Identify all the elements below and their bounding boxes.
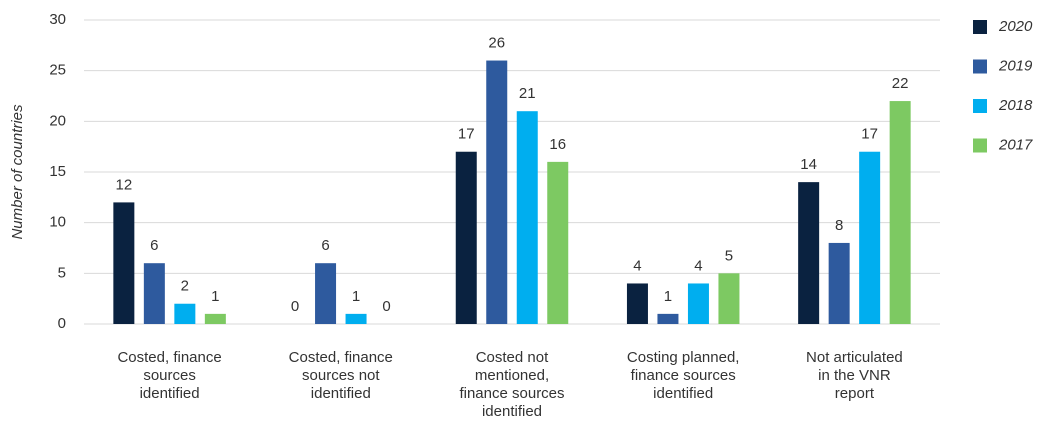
legend-label: 2018 <box>998 97 1033 114</box>
y-tick-label: 0 <box>58 315 66 332</box>
legend-label: 2017 <box>998 136 1033 153</box>
bar <box>798 182 820 324</box>
y-tick-label: 5 <box>58 264 66 281</box>
x-tick-label: identified <box>311 385 371 402</box>
value-label: 0 <box>291 298 299 315</box>
legend-label: 2019 <box>998 57 1033 74</box>
value-label: 16 <box>549 136 566 153</box>
legend-swatch <box>973 59 987 74</box>
bar <box>204 313 226 324</box>
value-label: 12 <box>116 176 133 193</box>
value-label: 4 <box>633 257 641 274</box>
legend-swatch <box>973 138 987 153</box>
x-tick-label: Not articulated <box>806 349 903 366</box>
bar <box>345 313 367 324</box>
value-label: 21 <box>519 85 536 102</box>
bar <box>174 303 196 324</box>
bar <box>143 263 165 324</box>
value-label: 8 <box>835 217 843 234</box>
bar <box>828 242 850 324</box>
x-tick-label: finance sources <box>631 367 736 384</box>
bar <box>547 161 569 324</box>
x-tick-label: finance sources <box>459 385 564 402</box>
x-tick-label: in the VNR <box>818 367 891 384</box>
x-tick-label: Costed not <box>476 349 549 366</box>
bar <box>113 202 135 324</box>
value-label: 1 <box>352 288 360 305</box>
bar <box>889 101 911 324</box>
value-label: 17 <box>458 126 475 143</box>
x-tick-label: sources <box>143 367 196 384</box>
bar <box>859 151 881 324</box>
bar <box>455 151 477 324</box>
x-tick-label: Costing planned, <box>627 349 740 366</box>
value-label: 4 <box>694 257 702 274</box>
value-label: 26 <box>488 35 505 52</box>
y-tick-label: 15 <box>49 163 66 180</box>
x-tick-label: identified <box>482 403 542 420</box>
x-tick-label: identified <box>653 385 713 402</box>
value-label: 6 <box>321 237 329 254</box>
y-tick-label: 25 <box>49 62 66 79</box>
value-label: 1 <box>664 288 672 305</box>
value-label: 0 <box>382 298 390 315</box>
value-label: 2 <box>181 278 189 295</box>
value-label: 6 <box>150 237 158 254</box>
value-label: 14 <box>800 156 817 173</box>
legend-label: 2020 <box>998 18 1033 35</box>
x-tick-label: mentioned, <box>475 367 549 384</box>
x-tick-label: Costed, finance <box>117 349 221 366</box>
value-label: 1 <box>211 288 219 305</box>
y-axis-label: Number of countries <box>9 104 26 240</box>
bar <box>486 60 508 325</box>
bar <box>516 111 538 324</box>
x-tick-label: Costed, finance <box>289 349 393 366</box>
bar <box>315 263 337 324</box>
value-label: 17 <box>861 126 878 143</box>
bar <box>687 283 709 324</box>
legend-swatch <box>973 20 987 34</box>
value-label: 22 <box>892 75 909 92</box>
y-tick-label: 30 <box>49 11 66 28</box>
x-tick-label: identified <box>140 385 200 402</box>
x-tick-label: report <box>835 385 875 402</box>
x-tick-label: sources not <box>302 367 380 384</box>
bar <box>657 313 679 324</box>
bar <box>626 283 648 324</box>
y-tick-label: 20 <box>49 112 66 129</box>
bar <box>718 273 740 324</box>
value-label: 5 <box>725 247 733 264</box>
legend-swatch <box>973 99 987 113</box>
y-tick-label: 10 <box>49 214 66 231</box>
